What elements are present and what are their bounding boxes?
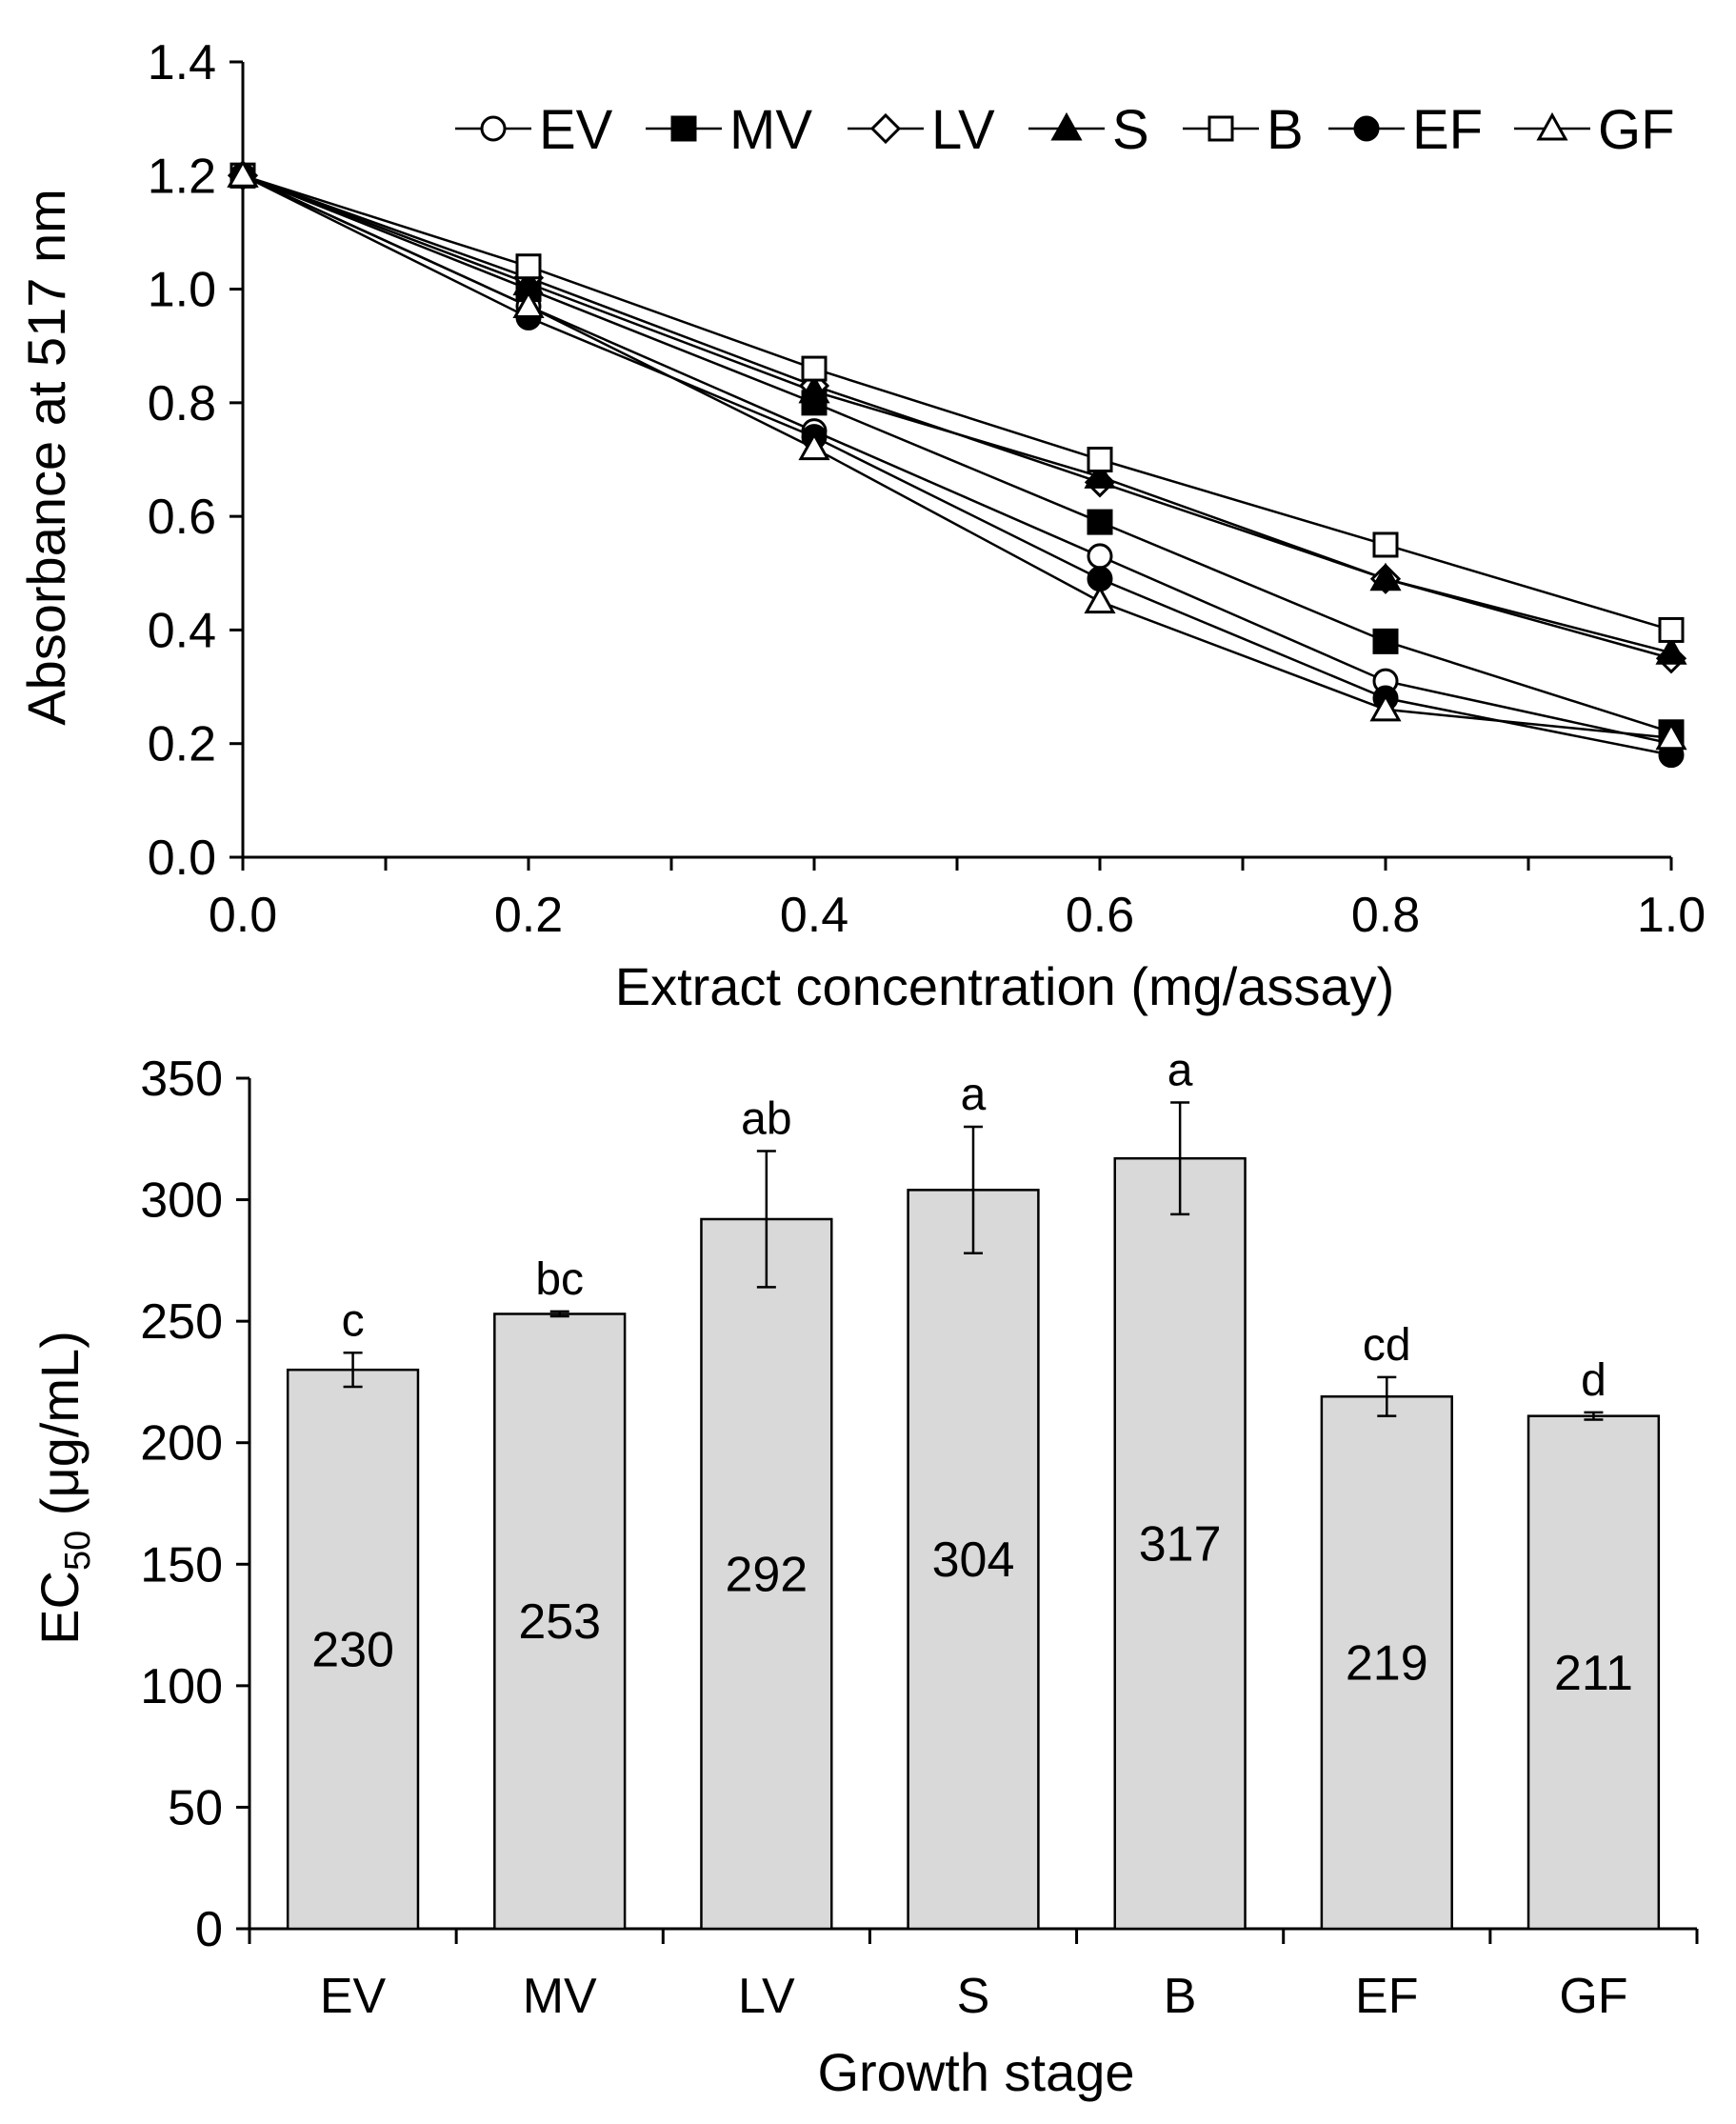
legend-marker-lv bbox=[869, 112, 902, 145]
bar-chart-y-tick-label: 100 bbox=[140, 1659, 223, 1714]
line-chart-y-axis-title: Absorbance at 517 nm bbox=[16, 189, 76, 725]
line-chart-x-tick-label: 1.0 bbox=[1637, 888, 1706, 943]
line-chart-x-tick-label: 0.0 bbox=[209, 888, 277, 943]
bar-chart: EC50 (μg/mL) Growth stage 0 50 100 150 200 25… bbox=[30, 1046, 1699, 2102]
legend-label-gf: GF bbox=[1598, 99, 1675, 161]
data-point-b bbox=[515, 253, 542, 280]
legend-marker-gf bbox=[1536, 111, 1568, 141]
legend-marker-ev bbox=[480, 115, 507, 142]
line-chart-y-tick-label: 0.6 bbox=[148, 490, 216, 545]
bar-category-label-b: B bbox=[1164, 1969, 1197, 2024]
significance-letter-b: a bbox=[1167, 1046, 1193, 1096]
line-chart-y-tick-label: 1.0 bbox=[148, 263, 216, 318]
data-point-s bbox=[1369, 562, 1402, 591]
series-line-gf bbox=[242, 174, 1672, 739]
bar-category-label-s: S bbox=[957, 1969, 990, 2024]
bar-category-label-ev: EV bbox=[320, 1969, 387, 2024]
data-point-b bbox=[801, 355, 828, 382]
line-chart-legend: EV MV LV S B EF GF bbox=[455, 99, 1675, 161]
line-chart-x-tick-label: 0.6 bbox=[1066, 888, 1134, 943]
legend-marker-mv bbox=[670, 115, 697, 142]
data-point-s bbox=[1084, 460, 1116, 489]
bar-chart-y-tick-label: 50 bbox=[168, 1780, 223, 1835]
line-chart-y-tick-label: 0.0 bbox=[148, 831, 216, 886]
bar-chart-y-tick-label: 200 bbox=[140, 1416, 223, 1472]
line-chart-y-tick-label: 1.2 bbox=[148, 149, 216, 204]
bar-chart-y-tick-label: 150 bbox=[140, 1537, 223, 1593]
bar-value-label-lv: 292 bbox=[725, 1547, 808, 1602]
significance-letter-mv: bc bbox=[535, 1254, 584, 1305]
significance-letter-ev: c bbox=[342, 1295, 365, 1346]
line-chart-x-tick-label: 0.2 bbox=[494, 888, 563, 943]
bar-ef bbox=[1320, 1394, 1453, 1931]
line-chart-y-tick-label: 1.4 bbox=[148, 35, 216, 90]
bar-s bbox=[907, 1189, 1040, 1931]
series-line-s bbox=[242, 174, 1672, 654]
data-point-b bbox=[1087, 447, 1113, 472]
bar-chart-y-tick-label: 0 bbox=[195, 1902, 223, 1957]
series-line-lv bbox=[242, 174, 1672, 660]
data-point-s bbox=[798, 374, 830, 404]
bar-ev bbox=[286, 1368, 420, 1931]
line-chart-x-tick-label: 0.8 bbox=[1351, 888, 1420, 943]
line-chart-y-tick-label: 0.8 bbox=[148, 376, 216, 431]
bar-mv bbox=[493, 1312, 627, 1931]
bar-value-label-mv: 253 bbox=[518, 1594, 601, 1650]
significance-letter-gf: d bbox=[1581, 1355, 1606, 1406]
legend-marker-s bbox=[1050, 111, 1083, 141]
bar-lv bbox=[700, 1217, 833, 1931]
legend-label-ev: EV bbox=[539, 99, 613, 161]
bar-chart-y-tick-label: 350 bbox=[140, 1052, 223, 1107]
data-point-s bbox=[1655, 636, 1687, 665]
data-point-gf bbox=[798, 431, 830, 461]
significance-letter-ef: cd bbox=[1363, 1320, 1411, 1371]
line-chart-x-tick-label: 0.4 bbox=[780, 888, 848, 943]
significance-letter-s: a bbox=[961, 1070, 987, 1120]
line-chart-x-axis-title: Extract concentration (mg/assay) bbox=[615, 956, 1395, 1016]
bar-chart-y-tick-label: 300 bbox=[140, 1173, 223, 1229]
legend-label-lv: LV bbox=[931, 99, 995, 161]
line-chart: Absorbance at 517 nm Extract concentrati… bbox=[16, 35, 1706, 1016]
legend-label-b: B bbox=[1267, 99, 1304, 161]
line-chart-axes: 0.0 0.2 0.4 0.6 0.8 1.0 1.2 1.4 0.0 0.2 0.4 0.6 0.8 1… bbox=[148, 35, 1706, 943]
legend-label-s: S bbox=[1112, 99, 1149, 161]
bar-b bbox=[1113, 1156, 1247, 1931]
data-point-ev bbox=[1087, 543, 1113, 570]
line-chart-y-tick-label: 0.4 bbox=[148, 603, 216, 658]
data-point-gf bbox=[1655, 721, 1687, 751]
data-point-gf bbox=[512, 290, 545, 318]
bar-value-label-b: 317 bbox=[1139, 1517, 1222, 1573]
bar-chart-axes: 0 50 100 150 200 250 300 350 bbox=[140, 1052, 1699, 1957]
bar-chart-y-tick-label: 250 bbox=[140, 1294, 223, 1350]
data-point-b bbox=[1372, 531, 1399, 558]
significance-letter-lv: ab bbox=[741, 1094, 791, 1145]
bar-category-label-ef: EF bbox=[1355, 1969, 1418, 2024]
bar-chart-bars: 230 c EV 253 bc MV 292 ab LV 304 a S 317 a B 219 cd EF 211… bbox=[286, 1046, 1661, 2024]
legend-marker-ef bbox=[1353, 115, 1380, 142]
legend-label-mv: MV bbox=[729, 99, 812, 161]
bar-value-label-ef: 219 bbox=[1346, 1636, 1428, 1692]
bar-category-label-gf: GF bbox=[1559, 1969, 1627, 2024]
line-chart-series bbox=[227, 159, 1687, 769]
data-point-gf bbox=[1369, 692, 1402, 722]
bar-value-label-ev: 230 bbox=[311, 1623, 394, 1678]
series-line-mv bbox=[242, 174, 1672, 733]
data-point-mv bbox=[1087, 509, 1113, 535]
data-point-mv bbox=[1372, 628, 1399, 654]
series-line-ef bbox=[242, 174, 1672, 756]
series-line-b bbox=[242, 174, 1672, 631]
bar-chart-x-axis-title: Growth stage bbox=[817, 2042, 1134, 2102]
line-chart-y-tick-label: 0.2 bbox=[148, 717, 216, 772]
bar-category-label-mv: MV bbox=[523, 1969, 597, 2024]
bar-chart-y-axis-title: EC50 (μg/mL) bbox=[30, 1331, 98, 1645]
data-point-gf bbox=[227, 159, 259, 188]
bar-category-label-lv: LV bbox=[738, 1969, 795, 2024]
legend-label-ef: EF bbox=[1412, 99, 1483, 161]
bar-value-label-gf: 211 bbox=[1554, 1646, 1633, 1701]
legend-marker-b bbox=[1207, 115, 1234, 142]
data-point-b bbox=[1658, 616, 1685, 643]
data-point-gf bbox=[1084, 585, 1116, 614]
bar-value-label-s: 304 bbox=[932, 1533, 1015, 1588]
